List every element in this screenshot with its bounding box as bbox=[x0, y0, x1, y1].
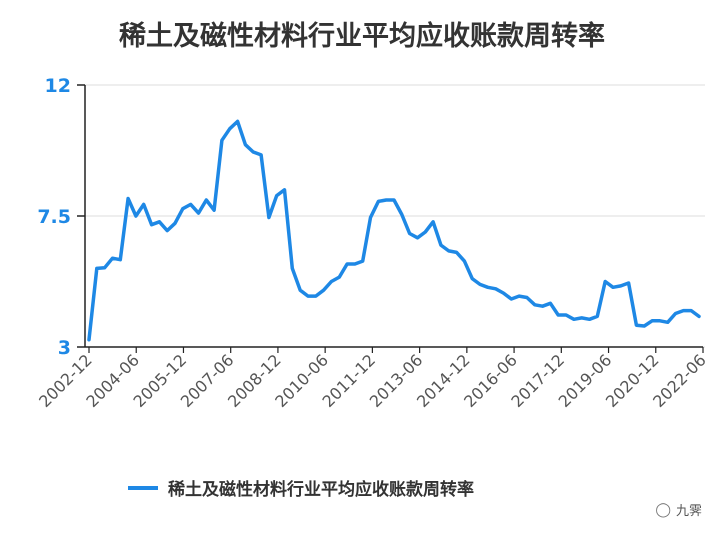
y-tick-label: 12 bbox=[45, 75, 71, 97]
chart-title: 稀土及磁性材料行业平均应收账款周转率 bbox=[119, 21, 605, 52]
x-axis-ticks: 2002-122004-062005-122007-062008-122010-… bbox=[35, 347, 710, 411]
watermark-text: 九霁 bbox=[675, 504, 702, 519]
watermark: ◯ 九霁 bbox=[655, 500, 702, 520]
y-axis-ticks: 3 7.5 12 bbox=[37, 75, 85, 359]
legend: 稀土及磁性材料行业平均应收账款周转率 bbox=[128, 475, 474, 500]
wechat-icon: ◯ bbox=[655, 501, 671, 518]
y-tick-label: 3 bbox=[58, 337, 71, 359]
legend-swatch bbox=[128, 485, 158, 490]
y-tick-label: 7.5 bbox=[37, 206, 71, 228]
legend-label: 稀土及磁性材料行业平均应收账款周转率 bbox=[168, 480, 474, 500]
series-line bbox=[87, 119, 701, 342]
